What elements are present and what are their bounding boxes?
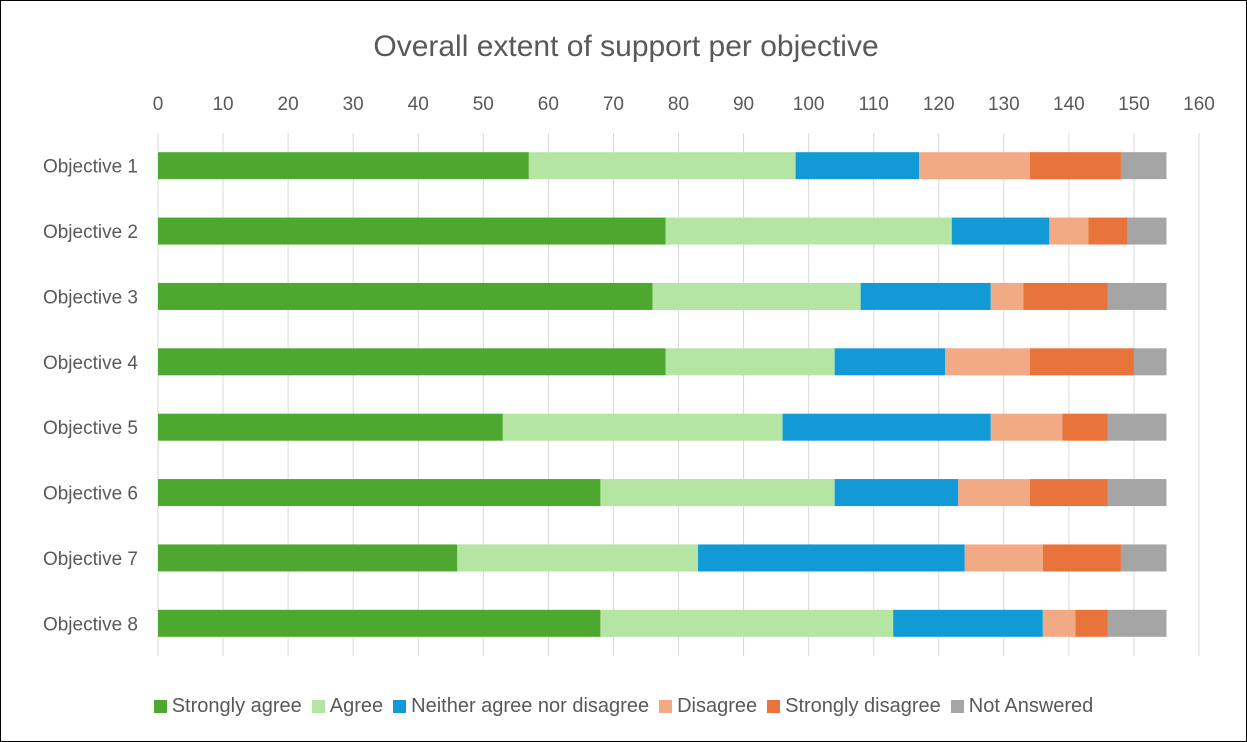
bar-segment — [600, 609, 894, 637]
x-tick-label: 10 — [212, 94, 233, 115]
bar-segment — [652, 282, 861, 310]
x-tick-label: 140 — [1053, 94, 1085, 115]
bar-segment — [1042, 609, 1076, 637]
x-tick-label: 90 — [733, 94, 754, 115]
bar-segment — [782, 413, 991, 441]
category-label: Objective 3 — [43, 287, 138, 308]
legend-label: Disagree — [677, 694, 758, 717]
x-tick-label: 20 — [278, 94, 299, 115]
x-axis-ticks: 0 10 20 30 40 50 60 70 80 90 100 110 120 130 140 150 160 — [153, 94, 1215, 115]
category-label: Objective 2 — [43, 222, 138, 243]
category-label: Objective 1 — [43, 157, 138, 178]
bar-segment — [528, 152, 796, 180]
bar-segment — [1120, 152, 1167, 180]
bar-segment — [1127, 217, 1167, 245]
bar-segment — [1133, 348, 1167, 376]
chart-title: Overall extent of support per objective — [373, 30, 878, 63]
category-label: Objective 8 — [43, 614, 138, 635]
legend-swatch — [950, 699, 964, 713]
bar-segment — [158, 413, 503, 441]
legend-label: Strongly agree — [171, 694, 302, 717]
bar-segment — [1107, 282, 1167, 310]
bar-segment — [698, 544, 965, 572]
x-tick-label: 50 — [473, 94, 494, 115]
legend-swatch — [659, 699, 673, 713]
legend-swatch — [153, 699, 167, 713]
legend-item: Strongly agree — [153, 694, 302, 718]
legend-label: Strongly disagree — [785, 694, 941, 717]
bar-segment — [665, 217, 952, 245]
legend-item: Not Answered — [950, 694, 1094, 718]
x-tick-label: 60 — [538, 94, 559, 115]
bar-segment — [1107, 479, 1167, 507]
bar-segment — [158, 479, 601, 507]
legend-item: Neither agree nor disagree — [393, 695, 649, 718]
category-label: Objective 7 — [43, 549, 138, 570]
bar-segment — [1029, 348, 1134, 376]
x-tick-label: 0 — [153, 94, 164, 115]
bar-segment — [795, 152, 920, 180]
x-tick-label: 160 — [1183, 94, 1215, 115]
bar-segment — [1049, 217, 1089, 245]
category-label: Objective 5 — [43, 418, 138, 439]
x-tick-label: 80 — [668, 94, 689, 115]
x-tick-label: 150 — [1118, 94, 1150, 115]
bar-segment — [502, 413, 783, 441]
bar-segment — [893, 609, 1043, 637]
bar-segment — [958, 479, 1030, 507]
legend-swatch — [767, 699, 781, 713]
bar-segment — [990, 282, 1024, 310]
legend: Strongly agree Agree Neither agree nor dis… — [1, 692, 1246, 720]
bar-segment — [1062, 413, 1108, 441]
legend-item: Disagree — [659, 695, 757, 718]
bar-segment — [1029, 152, 1121, 180]
bar-segment — [1042, 544, 1121, 572]
bar-segment — [834, 479, 959, 507]
legend-label: Neither agree nor disagree — [411, 694, 650, 717]
legend-item: Agree — [311, 694, 384, 718]
legend-label: Agree — [329, 694, 384, 717]
legend-swatch — [311, 699, 325, 713]
x-tick-label: 130 — [988, 94, 1020, 115]
x-tick-label: 30 — [343, 94, 364, 115]
x-tick-label: 110 — [859, 94, 889, 115]
bar-segment — [990, 413, 1063, 441]
category-label: Objective 6 — [43, 484, 138, 505]
bar-segment — [158, 217, 666, 245]
bars — [158, 152, 1167, 637]
bar-segment — [158, 152, 529, 180]
gridlines — [157, 133, 1200, 656]
bar-segment — [1023, 282, 1108, 310]
bar-segment — [1120, 544, 1167, 572]
bar-segment — [665, 348, 835, 376]
bar-segment — [1088, 217, 1128, 245]
bar-segment — [1075, 609, 1108, 637]
bar-segment — [600, 479, 835, 507]
y-axis-categories: Objective 1 Objective 2 Objective 3 Objecti… — [43, 157, 138, 636]
bar-segment — [945, 348, 1030, 376]
bar-segment — [1029, 479, 1108, 507]
category-label: Objective 4 — [43, 353, 138, 374]
bar-segment — [1107, 413, 1167, 441]
bar-segment — [964, 544, 1043, 572]
bar-segment — [860, 282, 991, 310]
bar-segment — [457, 544, 699, 572]
bar-segment — [919, 152, 1030, 180]
bar-segment — [158, 348, 666, 376]
x-tick-label: 120 — [923, 94, 955, 115]
x-tick-label: 70 — [603, 94, 624, 115]
x-tick-label: 40 — [408, 94, 429, 115]
bar-segment — [158, 544, 458, 572]
legend-item: Strongly disagree — [767, 695, 941, 718]
bar-segment — [834, 348, 946, 376]
legend-label: Not Answered — [968, 694, 1094, 717]
legend-swatch — [393, 699, 407, 713]
bar-segment — [1107, 609, 1167, 637]
bar-segment — [158, 609, 601, 637]
bar-segment — [951, 217, 1050, 245]
bar-segment — [158, 282, 653, 310]
x-tick-label: 100 — [793, 94, 825, 115]
